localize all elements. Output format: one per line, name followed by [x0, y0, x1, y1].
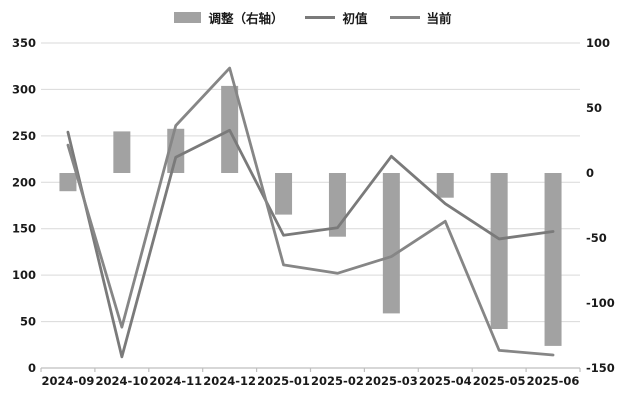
x-axis-category-label: 2025-01 [257, 374, 310, 388]
right-axis-tick-label: 100 [586, 36, 610, 50]
left-axis-tick-label: 100 [12, 268, 36, 282]
x-axis-category-label: 2025-03 [365, 374, 418, 388]
right-axis-tick-label: -150 [586, 361, 615, 375]
legend-item-initial: 初值 [305, 8, 368, 27]
line-series-initial [66, 128, 555, 359]
bar-2024-09 [59, 173, 77, 192]
bar-2025-03 [382, 173, 400, 314]
bar-2025-01 [275, 173, 293, 215]
right-axis-tick-label: -100 [586, 296, 615, 310]
x-axis-category-label: 2025-06 [527, 374, 580, 388]
x-axis-category-label: 2024-10 [95, 374, 148, 388]
right-axis-tick-label: 50 [586, 101, 602, 115]
left-axis-tick-label: 300 [12, 82, 36, 96]
line-swatch-initial-icon [305, 15, 336, 19]
bar-2024-10 [113, 131, 131, 173]
x-axis-category-label: 2024-09 [42, 374, 95, 388]
bar-2025-06 [544, 173, 562, 346]
right-axis-tick-label: 0 [586, 166, 594, 180]
line-swatch-current-icon [389, 15, 420, 19]
x-axis-category-label: 2024-11 [149, 374, 202, 388]
bar-2025-04 [436, 173, 454, 198]
x-axis-category-label: 2025-04 [419, 374, 472, 388]
x-axis-category-label: 2025-05 [473, 374, 526, 388]
chart-legend: 调整（右轴） 初值 当前 [0, 6, 626, 28]
legend-item-adjustment: 调整（右轴） [174, 8, 283, 27]
line-series-current [66, 66, 555, 357]
left-axis-tick-label: 250 [12, 129, 36, 143]
left-axis-tick-label: 0 [28, 361, 36, 375]
bar-2025-05 [490, 173, 508, 329]
legend-label-adjustment: 调整（右轴） [208, 10, 284, 26]
x-axis-category-label: 2024-12 [203, 374, 256, 388]
left-axis-tick-label: 50 [20, 315, 36, 329]
left-axis-tick-label: 200 [12, 175, 36, 189]
legend-label-initial: 初值 [342, 10, 368, 26]
legend-item-current: 当前 [389, 8, 452, 27]
bar-swatch-icon [174, 11, 202, 23]
right-axis-tick-label: -50 [586, 231, 607, 245]
legend-label-current: 当前 [426, 10, 452, 26]
left-axis-tick-label: 350 [12, 36, 36, 50]
left-axis-tick-label: 150 [12, 222, 36, 236]
x-axis-category-label: 2025-02 [311, 374, 364, 388]
